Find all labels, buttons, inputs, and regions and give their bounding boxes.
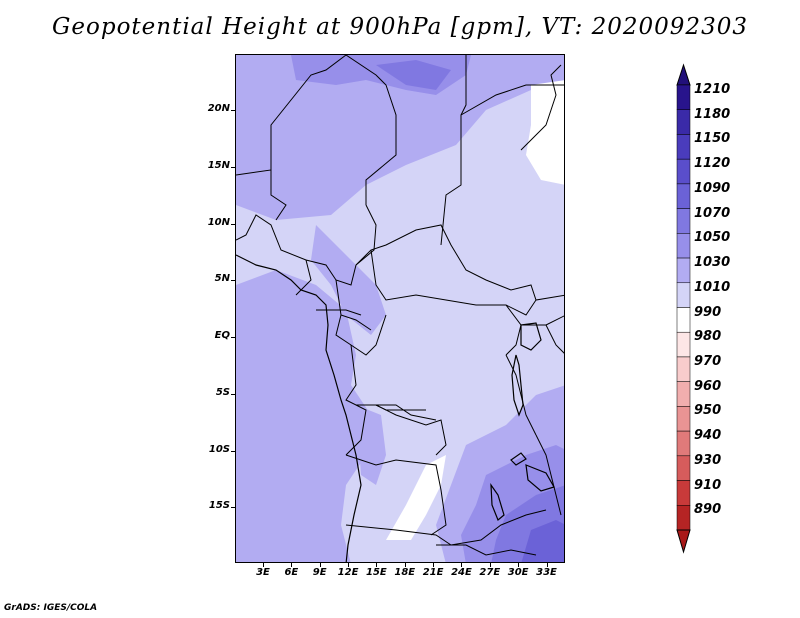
colorbar-graphic <box>676 63 691 554</box>
lat-tick-label: 10S <box>208 443 230 455</box>
colorbar-level-label: 930 <box>694 452 722 468</box>
lon-tick-label: 33E <box>536 567 557 578</box>
colorbar-swatch <box>676 158 691 185</box>
lat-tick-label: 5N <box>214 273 230 285</box>
lon-tick-mark <box>546 563 548 567</box>
lon-tick-mark <box>489 563 491 567</box>
colorbar-swatch <box>676 134 691 160</box>
colorbar-swatch <box>676 282 691 308</box>
lon-tick-mark <box>518 563 520 567</box>
lat-tick-mark <box>231 507 235 509</box>
lat-tick-label: 15N <box>207 159 230 171</box>
lat-tick-label: 5S <box>215 386 230 398</box>
lat-tick-label: EQ <box>214 330 230 341</box>
colorbar-swatch <box>676 183 691 209</box>
lon-tick-label: 3E <box>256 567 270 578</box>
lon-tick-mark <box>461 563 463 567</box>
colorbar-level-label: 1210 <box>694 82 731 97</box>
lon-tick-label: 30E <box>507 567 529 578</box>
lat-tick-mark <box>231 110 235 111</box>
colorbar-level-label: 990 <box>694 304 722 320</box>
field-southeast-peak <box>521 520 564 562</box>
lakes <box>490 322 555 521</box>
colorbar-swatch <box>676 505 691 531</box>
colorbar-level-label: 980 <box>694 329 722 345</box>
lat-tick-mark <box>231 393 235 395</box>
colorbar-level-label: 890 <box>694 502 722 518</box>
colorbar-level-label: 1090 <box>694 180 731 196</box>
lon-tick-mark <box>433 563 435 567</box>
colorbar-swatch <box>676 430 691 457</box>
colorbar-level-label: 1150 <box>694 131 731 147</box>
lat-tick-mark <box>231 450 235 452</box>
country-borders <box>236 55 564 556</box>
lon-tick-label: 6E <box>284 567 299 578</box>
field-north-higher <box>376 60 451 90</box>
field-low-egypt <box>526 80 564 185</box>
colorbar-swatch <box>676 331 691 358</box>
colorbar-level-label: 910 <box>694 477 722 493</box>
colorbar-swatch <box>676 356 691 382</box>
lon-tick-label: 27E <box>479 567 501 578</box>
colorbar-level-label: 1010 <box>694 279 731 295</box>
colorbar-bottom-arrow <box>676 529 691 554</box>
colorbar-top-arrow <box>676 63 691 86</box>
lat-tick-label: 10N <box>207 216 230 228</box>
lon-tick-mark <box>348 563 350 567</box>
colorbar-swatch <box>676 257 691 284</box>
colorbar-swatch <box>676 381 691 407</box>
colorbar-level-label: 960 <box>694 378 722 394</box>
colorbar-swatch <box>676 109 691 135</box>
lon-tick-mark <box>319 563 321 567</box>
field-north-band <box>236 55 564 220</box>
red-sea-coast <box>520 64 562 151</box>
lon-tick-mark <box>404 563 406 567</box>
map-title: Geopotential Height at 900hPa [gpm], VT:… <box>52 14 748 40</box>
field-low-south <box>386 455 446 540</box>
colorbar-level-label: 940 <box>694 428 722 444</box>
colorbar-level-label: 970 <box>694 353 722 369</box>
colorbar-swatch <box>676 480 691 506</box>
colorbar-level-label: 1030 <box>694 255 731 271</box>
colorbar <box>660 60 720 560</box>
lat-tick-mark <box>231 337 235 338</box>
colorbar-swatch <box>676 406 691 432</box>
colorbar-swatch <box>676 208 691 234</box>
lon-tick-mark <box>291 563 293 567</box>
lon-tick-label: 15E <box>366 567 387 578</box>
colorbar-level-label: 1180 <box>694 106 731 122</box>
colorbar-level-label: 1120 <box>694 156 731 172</box>
geopotential-field <box>236 55 564 562</box>
field-west-coast-band <box>236 270 371 562</box>
colorbar-swatch <box>676 307 691 333</box>
colorbar-level-label: 1050 <box>694 230 731 246</box>
lat-tick-label: 20N <box>207 103 230 114</box>
lat-tick-mark <box>231 223 235 225</box>
lon-tick-label: 24E <box>451 567 472 578</box>
lon-tick-mark <box>263 563 264 567</box>
atlantic-coastline <box>236 254 362 562</box>
field-gulf-band <box>311 225 386 335</box>
colorbar-level-label: 1070 <box>694 205 731 221</box>
colorbar-swatch <box>676 233 691 259</box>
lon-tick-mark <box>376 563 378 567</box>
footer-credit: GrADS: IGES/COLA <box>4 603 98 613</box>
lon-tick-label: 12E <box>337 567 359 578</box>
colorbar-level-label: 950 <box>694 403 722 419</box>
lat-tick-mark <box>231 166 235 168</box>
lon-tick-label: 9E <box>312 567 327 578</box>
colorbar-swatch <box>676 84 691 110</box>
lat-tick-label: 15S <box>208 500 230 512</box>
lon-tick-label: 21E <box>422 567 444 578</box>
lat-tick-mark <box>231 280 235 282</box>
lon-tick-label: 18E <box>394 567 416 578</box>
map-area <box>235 54 565 563</box>
colorbar-swatch <box>676 455 691 481</box>
